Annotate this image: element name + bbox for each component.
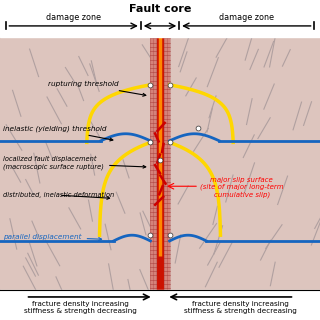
Text: distributed, inelastic deformation: distributed, inelastic deformation <box>3 192 115 199</box>
Text: fracture density increasing
stiffness & strength decreasing: fracture density increasing stiffness & … <box>24 301 136 314</box>
Text: parallel displacement: parallel displacement <box>3 234 101 241</box>
Text: Fault core: Fault core <box>129 4 191 14</box>
Bar <box>0 0 320 37</box>
Text: damage zone: damage zone <box>46 13 101 22</box>
Bar <box>0 37 320 290</box>
Bar <box>150 37 170 290</box>
Text: localized fault displacement
(macroscopic surface rupture): localized fault displacement (macroscopi… <box>3 156 146 170</box>
Bar <box>0 290 320 320</box>
Text: major slip surface
(site of major long-term
cumulative slip): major slip surface (site of major long-t… <box>200 177 284 198</box>
Text: inelastic (yielding) threshold: inelastic (yielding) threshold <box>3 125 113 141</box>
Text: damage zone: damage zone <box>219 13 274 22</box>
Text: rupturing threshold: rupturing threshold <box>48 81 146 96</box>
Text: fracture density increasing
stiffness & strength decreasing: fracture density increasing stiffness & … <box>184 301 296 314</box>
